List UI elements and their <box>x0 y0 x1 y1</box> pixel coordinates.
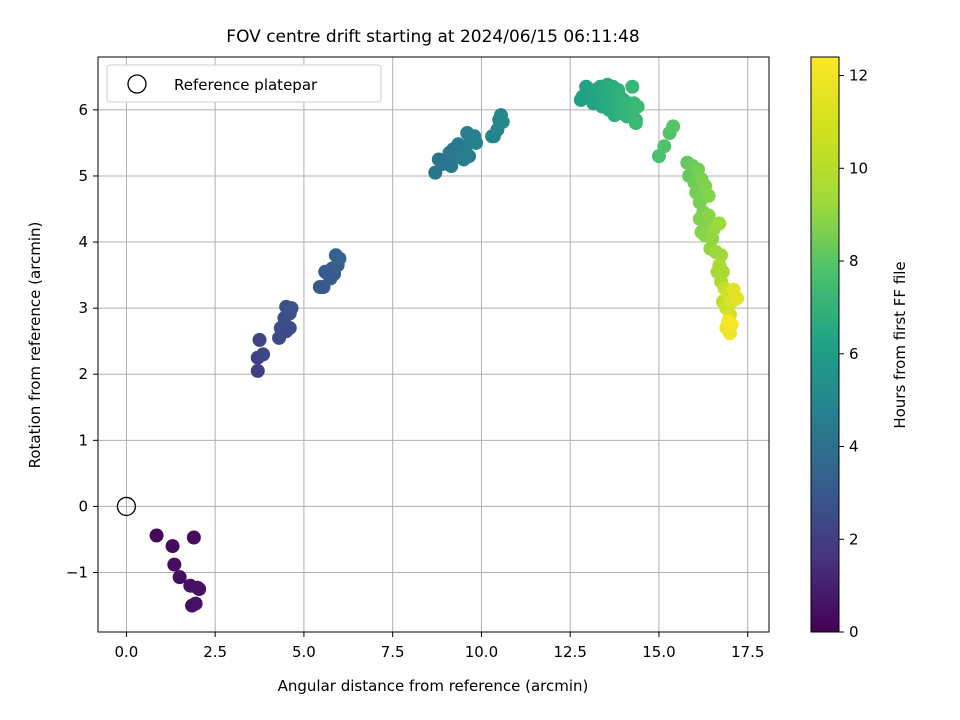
data-point <box>186 530 201 545</box>
y-tick-label: 1 <box>78 431 88 449</box>
colorbar-tick-label: 10 <box>849 159 868 177</box>
colorbar-label: Hours from first FF file <box>891 261 909 428</box>
data-points <box>149 77 745 613</box>
data-point <box>167 557 182 572</box>
data-point <box>149 528 164 543</box>
plot-frame <box>97 56 770 633</box>
data-point <box>284 301 299 316</box>
chart-title: FOV centre drift starting at 2024/06/15 … <box>226 27 639 47</box>
y-tick-label: 0 <box>78 497 88 515</box>
y-axis-ticks: −1 0 1 2 3 4 5 6 <box>66 101 98 582</box>
colorbar-tick-label: 8 <box>849 252 859 270</box>
data-point <box>190 580 205 595</box>
x-tick-label: 15.0 <box>642 643 675 661</box>
colorbar-tick-label: 6 <box>849 345 859 363</box>
y-tick-label: 2 <box>78 365 88 383</box>
colorbar-ticks: 0 2 4 6 8 10 12 <box>839 67 868 641</box>
data-point <box>172 570 187 585</box>
legend: Reference platepar <box>106 64 382 103</box>
data-point <box>332 251 347 266</box>
data-point <box>657 139 672 154</box>
data-point <box>188 596 203 611</box>
x-axis-ticks: 0.0 2.5 5.0 7.5 10.0 12.5 15.0 17.5 <box>114 632 764 661</box>
data-point <box>701 188 716 203</box>
legend-box <box>106 64 382 103</box>
x-tick-label: 2.5 <box>203 643 227 661</box>
y-tick-label: 6 <box>78 101 88 119</box>
colorbar-tick-label: 2 <box>849 530 859 548</box>
data-point <box>625 79 640 94</box>
data-point <box>279 324 294 339</box>
colorbar-tick-label: 0 <box>849 623 859 641</box>
data-point <box>721 314 736 329</box>
x-tick-label: 5.0 <box>292 643 316 661</box>
colorbar-tick-label: 4 <box>849 438 859 456</box>
colorbar-gradient <box>810 56 840 633</box>
x-tick-label: 0.0 <box>114 643 138 661</box>
y-axis-label: Rotation from reference (arcmin) <box>26 222 44 469</box>
data-point <box>252 332 267 347</box>
y-tick-label: −1 <box>66 564 88 582</box>
x-tick-label: 7.5 <box>381 643 405 661</box>
y-tick-label: 5 <box>78 167 88 185</box>
y-tick-label: 4 <box>78 233 88 251</box>
data-point <box>630 99 645 114</box>
data-point <box>165 539 180 554</box>
colorbar: 0 2 4 6 8 10 12 Hours from first FF file <box>810 56 909 641</box>
reference-platepar-marker <box>116 496 137 517</box>
y-tick-label: 3 <box>78 299 88 317</box>
data-point <box>250 363 265 378</box>
x-axis-label: Angular distance from reference (arcmin) <box>278 677 589 695</box>
data-point <box>469 135 484 150</box>
colorbar-tick-label: 12 <box>849 67 868 85</box>
data-point <box>712 216 727 231</box>
data-point <box>256 347 271 362</box>
legend-reference-icon <box>127 74 147 94</box>
data-point <box>495 114 510 129</box>
data-point <box>321 268 336 283</box>
data-point <box>730 291 745 306</box>
legend-entry-label: Reference platepar <box>174 76 318 94</box>
data-point <box>666 119 681 134</box>
x-tick-label: 17.5 <box>731 643 764 661</box>
x-tick-label: 10.0 <box>465 643 498 661</box>
data-point <box>462 149 477 164</box>
x-tick-label: 12.5 <box>553 643 586 661</box>
grid-lines <box>98 57 769 632</box>
data-point <box>628 116 643 131</box>
data-point <box>701 208 716 223</box>
